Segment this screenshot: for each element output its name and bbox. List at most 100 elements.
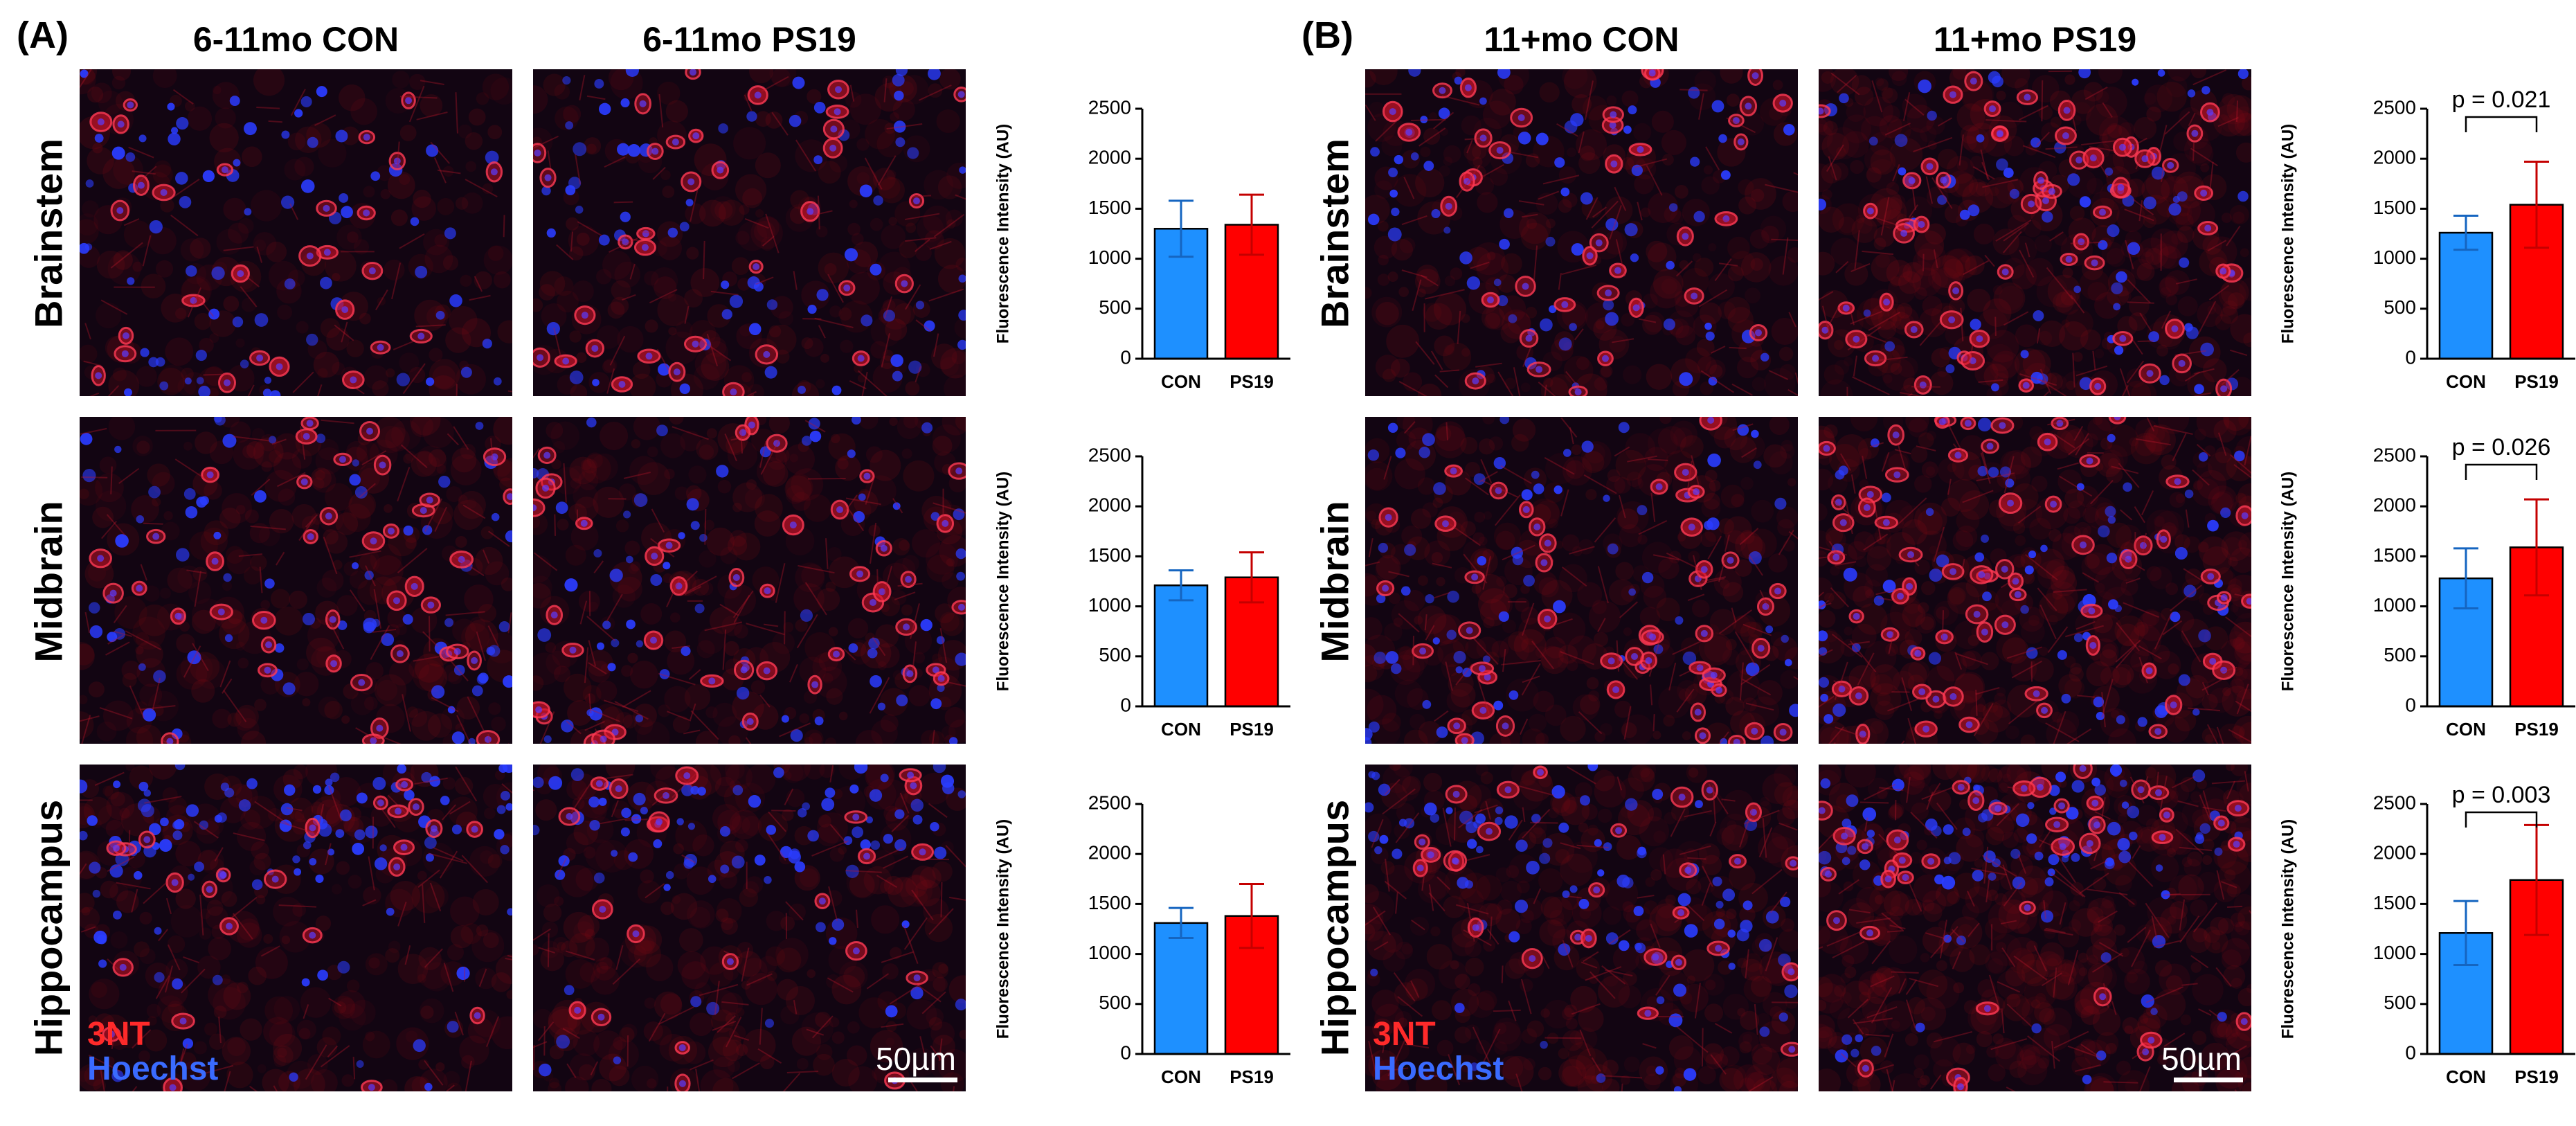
bar-chart-b-brainstem: Fluorescence Intensity (AU) 0 500 1000 1500 2… <box>2275 69 2575 402</box>
y-tick-label: 500 <box>1099 296 1131 318</box>
y-tick-label: 0 <box>2405 346 2416 368</box>
micrograph-b-con-brainstem <box>1365 69 1798 396</box>
y-tick-label: 2000 <box>2373 147 2416 168</box>
x-tick-label-ps19: PS19 <box>2514 371 2559 392</box>
y-tick-label: 500 <box>1099 644 1131 665</box>
bar-con <box>1153 584 1209 708</box>
y-tick-label: 2500 <box>1088 792 1131 813</box>
micrograph-b-con-midbrain <box>1365 417 1798 744</box>
y-tick-label: 1500 <box>2373 892 2416 913</box>
x-tick-label-ps19: PS19 <box>1230 1066 1274 1087</box>
row-label-hippocampus-a: Hippocampus <box>26 799 71 1057</box>
p-value-label: p = 0.021 <box>2452 87 2551 113</box>
x-tick-label-con: CON <box>2446 371 2486 392</box>
significance-bracket <box>2465 116 2538 132</box>
micrograph-b-ps19-midbrain <box>1819 417 2251 744</box>
y-tick-label: 0 <box>1120 694 1131 715</box>
y-tick-label: 500 <box>2384 992 2416 1013</box>
x-tick-label-ps19: PS19 <box>1230 719 1274 740</box>
y-tick-label: 1500 <box>1088 892 1131 913</box>
y-tick-label: 1000 <box>1088 942 1131 963</box>
column-title-b-con: 11+mo CON <box>1484 20 1679 59</box>
y-tick-label: 1000 <box>2373 942 2416 963</box>
y-tick-label: 1500 <box>2373 197 2416 218</box>
row-label-hippocampus-b: Hippocampus <box>1313 799 1357 1057</box>
y-tick-label: 0 <box>1120 346 1131 368</box>
x-tick-label-con: CON <box>1161 719 1201 740</box>
x-tick-label-con: CON <box>1161 371 1201 392</box>
column-title-b-ps19: 11+mo PS19 <box>1933 20 2137 59</box>
y-tick-label: 2500 <box>2373 792 2416 813</box>
y-tick-label: 2000 <box>1088 494 1131 516</box>
y-tick-label: 1500 <box>1088 197 1131 218</box>
bar-con <box>2438 231 2494 360</box>
y-axis-label: Fluorescence Intensity (AU) <box>2278 472 2297 691</box>
bar-chart-a-hippocampus: Fluorescence Intensity (AU) 0 500 1000 1500 2… <box>990 765 1295 1097</box>
p-value-label: p = 0.026 <box>2452 434 2551 461</box>
y-tick-label: 2500 <box>2373 96 2416 118</box>
x-tick-label-ps19: PS19 <box>2514 719 2559 740</box>
y-axis-label: Fluorescence Intensity (AU) <box>993 472 1012 691</box>
y-tick-label: 1000 <box>2373 594 2416 616</box>
micrograph-b-ps19-brainstem <box>1819 69 2251 396</box>
legend-marker-b: 3NT <box>1373 1016 1436 1053</box>
significance-bracket <box>2465 463 2538 480</box>
p-value-label: p = 0.003 <box>2452 782 2551 808</box>
scale-bar-b <box>2174 1078 2243 1082</box>
y-axis-label: Fluorescence Intensity (AU) <box>2278 819 2297 1039</box>
y-axis-label: Fluorescence Intensity (AU) <box>2278 124 2297 343</box>
y-tick-label: 2500 <box>1088 444 1131 465</box>
row-label-brainstem-b: Brainstem <box>1313 138 1357 328</box>
y-tick-label: 2000 <box>2373 842 2416 864</box>
row-label-midbrain-b: Midbrain <box>1313 501 1357 663</box>
y-axis-label: Fluorescence Intensity (AU) <box>993 124 1012 343</box>
legend-marker-a: 3NT <box>87 1016 150 1053</box>
significance-bracket <box>2465 811 2538 828</box>
legend-stain-b: Hoechst <box>1373 1051 1504 1087</box>
row-label-midbrain-a: Midbrain <box>26 501 71 663</box>
micrograph-a-con-hippocampus <box>80 765 512 1091</box>
y-tick-label: 1000 <box>1088 247 1131 268</box>
bar-chart-a-brainstem: Fluorescence Intensity (AU) 0 500 1000 1500 2… <box>990 69 1295 402</box>
micrograph-b-ps19-hippocampus <box>1819 765 2251 1091</box>
micrograph-a-ps19-midbrain <box>533 417 966 744</box>
x-tick-label-con: CON <box>1161 1066 1201 1087</box>
y-tick-label: 1000 <box>1088 594 1131 616</box>
legend-stain-a: Hoechst <box>87 1051 219 1087</box>
y-tick-label: 2500 <box>2373 444 2416 465</box>
y-tick-label: 0 <box>2405 694 2416 715</box>
y-tick-label: 1000 <box>2373 247 2416 268</box>
y-tick-label: 2000 <box>1088 842 1131 864</box>
scale-bar-label-b: 50µm <box>2161 1041 2242 1077</box>
y-tick-label: 0 <box>2405 1042 2416 1063</box>
panel-a-label: (A) <box>17 15 69 56</box>
bar-chart-a-midbrain: Fluorescence Intensity (AU) 0 500 1000 1500 2… <box>990 417 1295 749</box>
y-tick-label: 2500 <box>1088 96 1131 118</box>
x-tick-label-ps19: PS19 <box>2514 1066 2559 1087</box>
bar-chart-b-midbrain: Fluorescence Intensity (AU) 0 500 1000 1500 2… <box>2275 417 2575 749</box>
column-title-a-con: 6-11mo CON <box>192 20 399 59</box>
y-tick-label: 2000 <box>1088 147 1131 168</box>
y-tick-label: 2000 <box>2373 494 2416 516</box>
micrograph-a-con-brainstem <box>80 69 512 396</box>
micrograph-a-con-midbrain <box>80 417 512 744</box>
x-tick-label-ps19: PS19 <box>1230 371 1274 392</box>
micrograph-a-ps19-brainstem <box>533 69 966 396</box>
y-tick-label: 0 <box>1120 1042 1131 1063</box>
row-label-brainstem-a: Brainstem <box>26 138 71 328</box>
scale-bar-label-a: 50µm <box>876 1041 956 1077</box>
bar-chart-b-hippocampus: Fluorescence Intensity (AU) 0 500 1000 1500 2… <box>2275 765 2575 1097</box>
y-axis-label: Fluorescence Intensity (AU) <box>993 819 1012 1039</box>
bar-con <box>1153 922 1209 1055</box>
panel-b-label: (B) <box>1301 15 1353 56</box>
micrograph-b-con-hippocampus <box>1365 765 1798 1091</box>
x-tick-label-con: CON <box>2446 1066 2486 1087</box>
y-tick-label: 1500 <box>2373 544 2416 566</box>
y-tick-label: 500 <box>1099 992 1131 1013</box>
micrograph-a-ps19-hippocampus <box>533 765 966 1091</box>
y-tick-label: 500 <box>2384 296 2416 318</box>
y-tick-label: 500 <box>2384 644 2416 665</box>
y-tick-label: 1500 <box>1088 544 1131 566</box>
x-tick-label-con: CON <box>2446 719 2486 740</box>
scale-bar-a <box>888 1078 957 1082</box>
